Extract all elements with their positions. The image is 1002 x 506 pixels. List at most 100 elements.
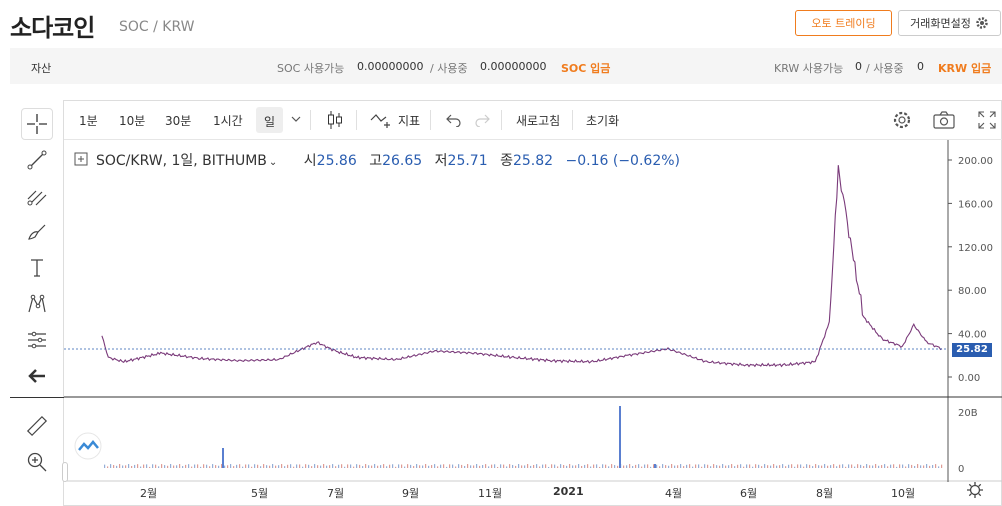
volume-bar — [308, 464, 310, 468]
volume-bar — [263, 464, 265, 468]
measure-tool[interactable] — [21, 324, 53, 356]
volume-bar — [551, 464, 553, 468]
volume-bar — [497, 466, 499, 468]
interval-10m[interactable]: 10분 — [119, 114, 146, 128]
volume-bar — [416, 464, 418, 468]
back-tool[interactable] — [21, 360, 53, 392]
brush-tool[interactable] — [21, 216, 53, 248]
volume-bar — [206, 464, 208, 468]
reset-button[interactable]: 초기화 — [586, 114, 620, 128]
volume-bar — [116, 465, 118, 468]
volume-bar — [806, 464, 808, 468]
symbol-chevron-icon[interactable]: ⌄ — [268, 157, 278, 168]
fullscreen-icon[interactable] — [978, 111, 996, 129]
volume-bar — [641, 466, 643, 468]
volume-bar — [380, 465, 382, 468]
volume-bar — [485, 464, 487, 468]
volume-bar — [341, 464, 343, 468]
indicator-icon[interactable] — [370, 112, 392, 128]
volume-bar — [818, 465, 820, 468]
volume-bar — [527, 464, 529, 468]
soc-deposit-link[interactable]: SOC 입금 — [561, 62, 611, 75]
krw-deposit-link[interactable]: KRW 입금 — [938, 62, 992, 75]
volume-bar — [125, 465, 127, 468]
volume-bar — [581, 465, 583, 468]
screen-settings-button[interactable]: 거래화면설정 — [898, 10, 1001, 36]
volume-bar — [881, 465, 883, 468]
volume-bar — [653, 464, 655, 468]
trendline-tool[interactable] — [21, 144, 53, 176]
volume-bar — [677, 465, 679, 468]
volume-bar — [266, 465, 268, 468]
volume-bar — [593, 464, 595, 468]
arrow-left-icon — [28, 369, 45, 383]
volume-bar — [842, 464, 844, 468]
volume-bar — [185, 464, 187, 468]
volume-bar — [722, 464, 724, 468]
volume-bar — [761, 466, 763, 468]
volume-bar — [599, 466, 601, 468]
volume-bar — [665, 465, 667, 468]
volume-bar — [872, 465, 874, 468]
volume-bar — [389, 464, 391, 468]
volume-bar — [503, 464, 505, 468]
auto-trading-button[interactable]: 오토 트레이딩 — [795, 10, 892, 36]
volume-bar — [785, 466, 787, 468]
time-tick-label: 6월 — [740, 487, 758, 500]
time-settings-icon[interactable] — [966, 481, 984, 499]
camera-icon[interactable] — [933, 110, 955, 130]
zoom-tool[interactable] — [21, 446, 53, 478]
volume-bar — [863, 466, 865, 468]
price-chart[interactable]: 200.00 160.00 120.00 80.00 40.00 0.00 20B 0 — [64, 140, 1002, 506]
scroll-handle[interactable] — [62, 462, 68, 482]
interval-1h[interactable]: 1시간 — [213, 114, 243, 128]
text-icon — [31, 259, 43, 277]
price-tick-label: 0.00 — [958, 373, 980, 384]
volume-bar — [401, 464, 403, 468]
drawing-toolbar — [10, 100, 64, 506]
volume-bar — [506, 466, 508, 468]
fib-tool[interactable] — [21, 180, 53, 212]
volume-bar — [245, 464, 247, 468]
interval-1d[interactable]: 일 — [256, 107, 284, 133]
volume-bar — [224, 465, 226, 468]
volume-bar — [236, 464, 238, 468]
volume-bar — [329, 465, 331, 468]
volume-bar — [779, 465, 781, 468]
volume-bar — [590, 466, 592, 468]
volume-bar — [425, 464, 427, 468]
volume-bar — [464, 465, 466, 468]
interval-1m[interactable]: 1분 — [79, 114, 98, 128]
volume-bar — [767, 465, 769, 468]
redo-icon[interactable] — [474, 113, 490, 127]
chevron-down-icon[interactable] — [291, 115, 301, 123]
candle-type-icon[interactable] — [326, 110, 344, 130]
interval-30m[interactable]: 30분 — [165, 114, 192, 128]
volume-bar — [821, 465, 823, 468]
legend-symbol[interactable]: SOC/KRW, 1일, BITHUMB — [96, 153, 267, 169]
volume-bar — [857, 464, 859, 468]
crosshair-tool[interactable] — [21, 108, 53, 140]
volume-bar — [482, 465, 484, 468]
volume-bar — [311, 466, 313, 468]
volume-bar — [371, 465, 373, 468]
krw-in-use-label: / 사용중 — [866, 62, 904, 75]
krw-available-value: 0 — [855, 60, 862, 73]
volume-bar — [839, 464, 841, 468]
time-tick-label: 10월 — [891, 487, 916, 500]
screen-settings-label: 거래화면설정 — [910, 17, 971, 30]
volume-bar — [869, 465, 871, 468]
legend-high: 26.65 — [382, 153, 423, 169]
indicator-button[interactable]: 지표 — [398, 114, 421, 128]
text-tool[interactable] — [21, 252, 53, 284]
volume-bar — [365, 464, 367, 468]
volume-bar — [488, 466, 490, 468]
gear-icon[interactable] — [891, 109, 913, 131]
price-tick-label: 80.00 — [958, 286, 987, 297]
undo-icon[interactable] — [446, 113, 462, 127]
add-compare-icon[interactable] — [74, 152, 88, 166]
pattern-tool[interactable] — [21, 288, 53, 320]
ruler-tool[interactable] — [21, 410, 53, 442]
volume-bar — [131, 465, 133, 468]
refresh-button[interactable]: 새로고침 — [516, 114, 561, 128]
